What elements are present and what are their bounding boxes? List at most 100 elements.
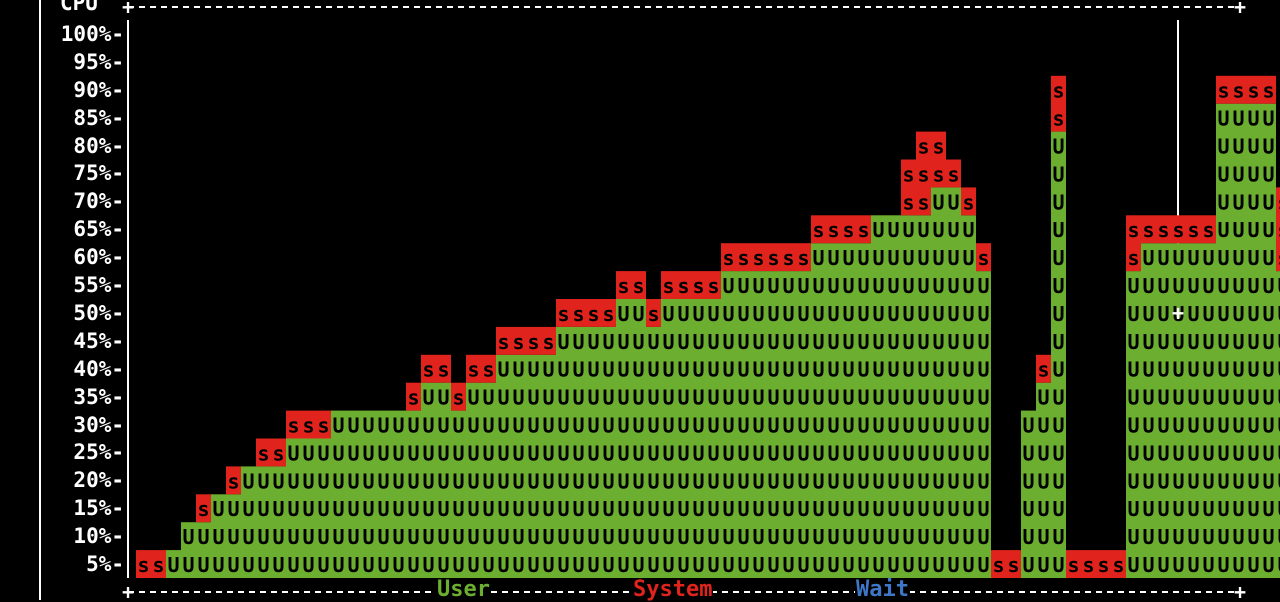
- user-glyph: U: [767, 330, 779, 354]
- user-glyph: U: [1232, 302, 1244, 326]
- user-glyph: U: [812, 553, 824, 577]
- system-bar: [766, 243, 781, 272]
- y-tick-label: 100%-: [60, 21, 124, 46]
- user-glyph: U: [932, 441, 944, 465]
- user-glyph: U: [932, 302, 944, 326]
- user-glyph: U: [1157, 553, 1169, 577]
- user-glyph: U: [722, 274, 734, 298]
- user-glyph: U: [347, 469, 359, 493]
- user-glyph: U: [722, 469, 734, 493]
- user-glyph: U: [827, 246, 839, 270]
- user-glyph: U: [497, 553, 509, 577]
- system-bar: [256, 438, 271, 467]
- user-glyph: U: [767, 441, 779, 465]
- user-glyph: U: [947, 553, 959, 577]
- user-glyph: U: [827, 553, 839, 577]
- user-bar: [586, 326, 601, 578]
- system-bar: [751, 243, 766, 272]
- user-glyph: U: [1247, 135, 1259, 159]
- user-glyph: U: [902, 246, 914, 270]
- user-bar: [1126, 271, 1141, 578]
- user-glyph: U: [977, 302, 989, 326]
- user-glyph: U: [782, 553, 794, 577]
- user-glyph: U: [1262, 190, 1274, 214]
- user-glyph: U: [482, 525, 494, 549]
- user-glyph: U: [437, 497, 449, 521]
- user-glyph: U: [842, 497, 854, 521]
- user-bar: [601, 326, 616, 578]
- user-glyph: U: [1247, 190, 1259, 214]
- user-glyph: U: [692, 469, 704, 493]
- user-glyph: U: [302, 441, 314, 465]
- user-glyph: U: [1262, 358, 1274, 382]
- user-glyph: U: [737, 469, 749, 493]
- user-glyph: U: [1232, 274, 1244, 298]
- user-bar: [1261, 103, 1276, 578]
- system-glyph: s: [917, 190, 929, 214]
- user-bar: [1036, 382, 1051, 578]
- user-glyph: U: [1247, 553, 1259, 577]
- user-glyph: U: [227, 497, 239, 521]
- system-bar: [1111, 550, 1126, 578]
- user-glyph: U: [347, 414, 359, 438]
- user-glyph: U: [632, 414, 644, 438]
- user-bar: [196, 522, 211, 578]
- user-glyph: U: [512, 386, 524, 410]
- user-glyph: U: [1247, 441, 1259, 465]
- system-glyph: s: [1127, 218, 1139, 242]
- user-glyph: U: [1187, 469, 1199, 493]
- user-glyph: U: [1052, 330, 1064, 354]
- user-glyph: U: [1217, 135, 1229, 159]
- user-glyph: U: [947, 218, 959, 242]
- user-glyph: U: [647, 441, 659, 465]
- user-glyph: U: [887, 358, 899, 382]
- user-bar: [1171, 243, 1186, 578]
- user-bar: [1231, 103, 1246, 578]
- user-glyph: U: [647, 414, 659, 438]
- system-bar: [736, 243, 751, 272]
- system-glyph: s: [932, 162, 944, 186]
- user-bar: [1216, 103, 1231, 578]
- user-glyph: U: [707, 330, 719, 354]
- user-glyph: U: [842, 414, 854, 438]
- user-glyph: U: [572, 358, 584, 382]
- user-glyph: U: [962, 414, 974, 438]
- user-glyph: U: [542, 358, 554, 382]
- user-glyph: U: [842, 246, 854, 270]
- user-glyph: U: [1232, 386, 1244, 410]
- user-glyph: U: [902, 386, 914, 410]
- user-glyph: U: [257, 497, 269, 521]
- system-glyph: s: [1052, 107, 1064, 131]
- user-glyph: U: [902, 330, 914, 354]
- user-glyph: U: [917, 441, 929, 465]
- user-glyph: U: [647, 553, 659, 577]
- user-glyph: U: [1172, 469, 1184, 493]
- user-glyph: U: [1262, 469, 1274, 493]
- user-glyph: U: [527, 469, 539, 493]
- user-glyph: U: [1052, 358, 1064, 382]
- user-glyph: U: [902, 302, 914, 326]
- user-glyph: U: [1187, 497, 1199, 521]
- user-glyph: U: [722, 441, 734, 465]
- user-glyph: U: [542, 469, 554, 493]
- user-glyph: U: [812, 497, 824, 521]
- user-glyph: U: [707, 302, 719, 326]
- user-glyph: U: [302, 469, 314, 493]
- user-glyph: U: [377, 441, 389, 465]
- system-bar: [1171, 215, 1186, 244]
- user-glyph: U: [917, 218, 929, 242]
- y-tick-label: 75%-: [73, 161, 124, 186]
- user-glyph: U: [1262, 441, 1274, 465]
- user-glyph: U: [917, 497, 929, 521]
- user-glyph: U: [422, 553, 434, 577]
- user-glyph: U: [827, 469, 839, 493]
- user-glyph: U: [1127, 386, 1139, 410]
- user-glyph: U: [842, 330, 854, 354]
- user-glyph: U: [1262, 525, 1274, 549]
- user-glyph: U: [917, 302, 929, 326]
- user-glyph: U: [1232, 190, 1244, 214]
- user-glyph: U: [977, 358, 989, 382]
- user-bar: [211, 494, 226, 578]
- user-glyph: U: [662, 441, 674, 465]
- user-glyph: U: [872, 302, 884, 326]
